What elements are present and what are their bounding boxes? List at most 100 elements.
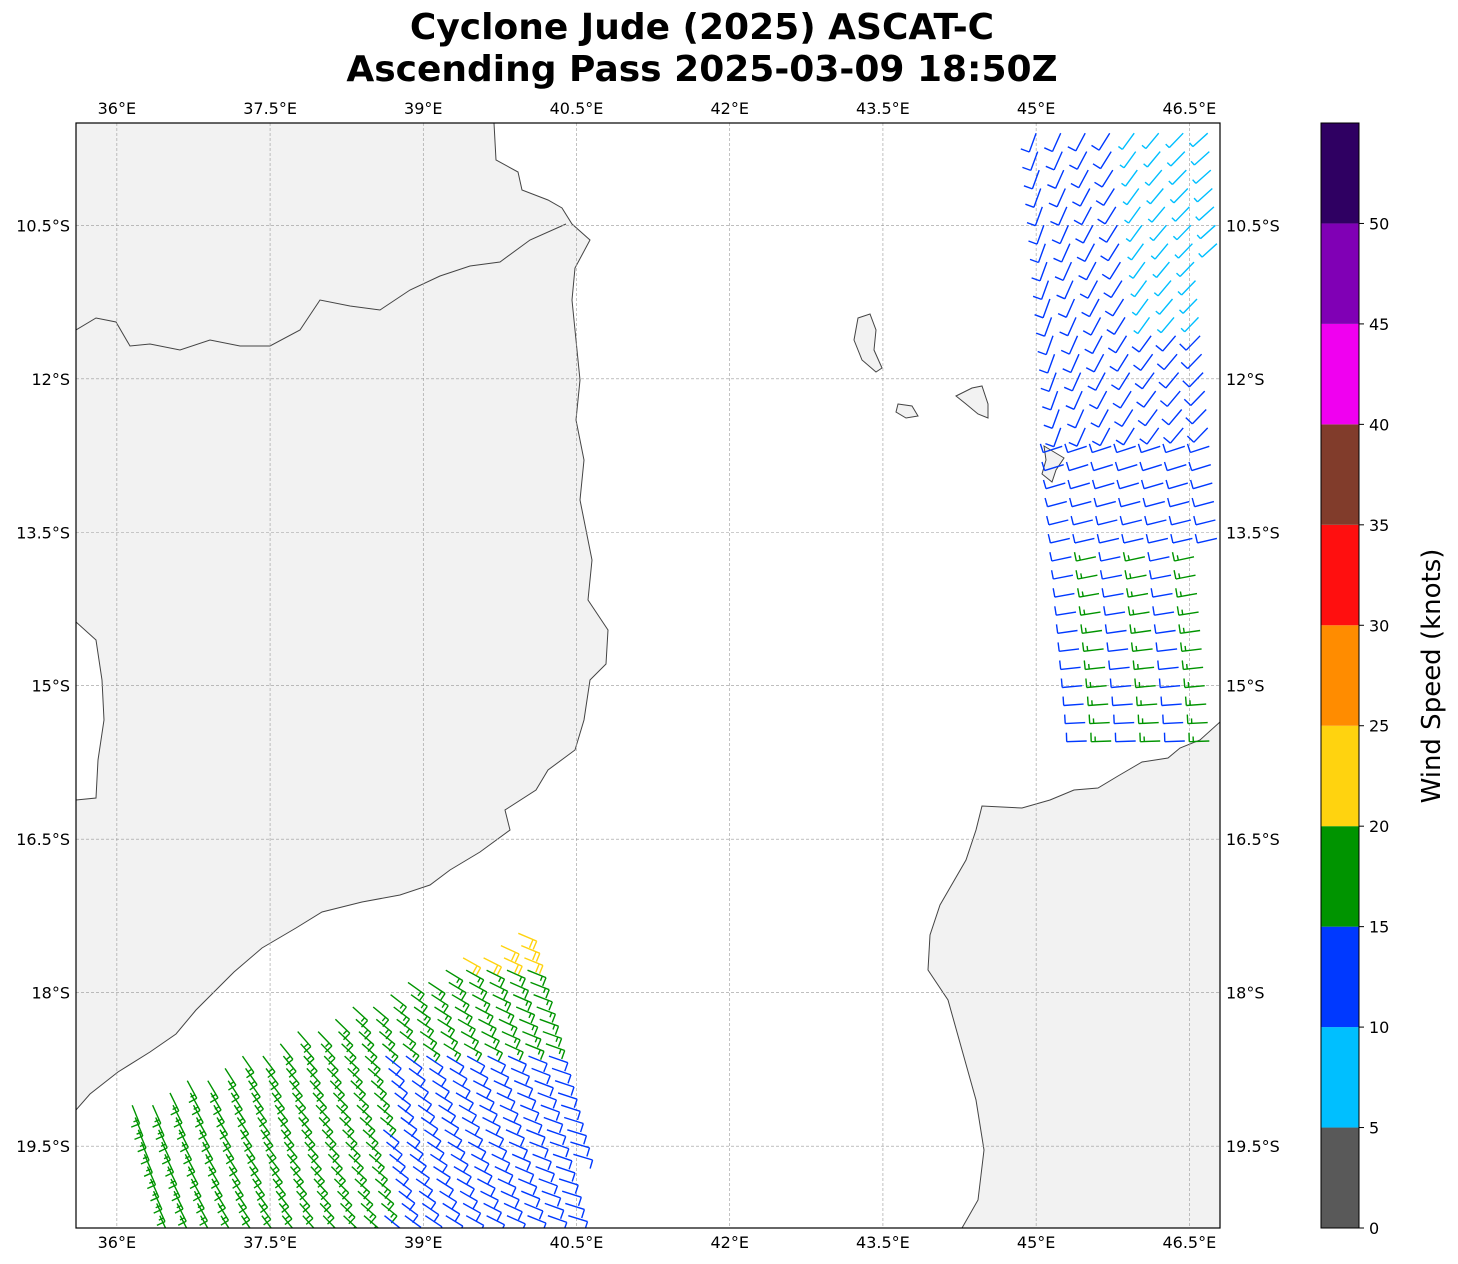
wind-barb bbox=[561, 1190, 582, 1207]
colorbar-frame bbox=[1320, 122, 1360, 1229]
wind-barb bbox=[240, 1215, 251, 1228]
wind-barb bbox=[1062, 696, 1084, 707]
wind-barb bbox=[1065, 732, 1087, 743]
wind-barb bbox=[1091, 479, 1115, 490]
wind-barb bbox=[1050, 206, 1068, 226]
colorbar-bin bbox=[1321, 826, 1359, 927]
wind-barb bbox=[1081, 298, 1100, 318]
lat-tick-label: 16.5°S bbox=[1226, 830, 1280, 849]
wind-barb bbox=[296, 1190, 311, 1213]
wind-barb bbox=[1134, 372, 1155, 390]
wind-barb bbox=[1056, 280, 1074, 300]
wind-barb bbox=[1070, 515, 1093, 526]
wind-barb bbox=[433, 1166, 451, 1186]
wind-barb bbox=[445, 969, 464, 989]
wind-barb bbox=[293, 1178, 308, 1201]
wind-barb bbox=[1070, 169, 1089, 189]
wind-barb bbox=[1130, 280, 1148, 298]
wind-barb bbox=[1169, 188, 1189, 204]
wind-barb bbox=[1166, 151, 1186, 167]
wind-barb bbox=[418, 1190, 437, 1211]
wind-barb bbox=[307, 1153, 322, 1176]
wind-barb bbox=[1069, 497, 1092, 508]
wind-barb bbox=[1065, 461, 1089, 472]
lon-tick-label: 39°E bbox=[404, 99, 442, 118]
wind-barb bbox=[1179, 298, 1198, 314]
wind-barb bbox=[1139, 732, 1161, 743]
wind-barb bbox=[220, 1215, 230, 1228]
wind-barb bbox=[462, 1202, 482, 1222]
wind-barb bbox=[343, 1215, 358, 1228]
wind-barb bbox=[1195, 206, 1215, 221]
wind-barb bbox=[1106, 642, 1129, 652]
wind-barb bbox=[563, 1116, 584, 1133]
wind-barb bbox=[481, 1030, 500, 1050]
wind-barb bbox=[1106, 317, 1126, 335]
wind-barb bbox=[342, 1129, 358, 1151]
wind-barb bbox=[1163, 427, 1184, 444]
wind-barb bbox=[503, 957, 523, 975]
colorbar-bin bbox=[1321, 223, 1359, 324]
wind-barb bbox=[387, 1227, 389, 1228]
wind-barb bbox=[1078, 606, 1101, 616]
wind-barb bbox=[1177, 280, 1197, 296]
anjouan-island bbox=[955, 385, 989, 419]
wind-barb bbox=[1133, 316, 1151, 335]
wind-barb bbox=[344, 1055, 360, 1077]
lon-tick-label: 42°E bbox=[710, 99, 748, 118]
wind-barb bbox=[462, 957, 482, 976]
wind-barb bbox=[1155, 642, 1178, 652]
wind-barb bbox=[423, 1129, 442, 1149]
wind-barb bbox=[424, 1215, 443, 1228]
wind-barb bbox=[1067, 132, 1086, 152]
wind-barb bbox=[1060, 335, 1079, 355]
wind-barb bbox=[279, 1043, 294, 1066]
wind-barb bbox=[567, 1129, 588, 1145]
wind-barb bbox=[1170, 533, 1193, 544]
wind-barb bbox=[511, 1153, 532, 1171]
wind-barb bbox=[1043, 409, 1060, 429]
lon-tick-label: 39°E bbox=[404, 1233, 442, 1252]
colorbar-bin bbox=[1321, 424, 1359, 525]
wind-barb bbox=[195, 1117, 207, 1140]
lat-tick-label: 12°S bbox=[31, 370, 70, 389]
wind-barb bbox=[1109, 678, 1132, 689]
wind-barb bbox=[568, 1215, 589, 1228]
wind-barb bbox=[538, 1178, 559, 1195]
wind-barb bbox=[1182, 372, 1204, 388]
wind-barb bbox=[363, 1215, 380, 1228]
wind-barb bbox=[1092, 151, 1112, 170]
wind-barb bbox=[1165, 479, 1188, 490]
wind-barb bbox=[1104, 624, 1127, 634]
wind-barb bbox=[1082, 317, 1102, 336]
wind-barb bbox=[193, 1190, 205, 1214]
wind-barb bbox=[421, 1202, 440, 1223]
wind-barb bbox=[1137, 409, 1158, 427]
wind-barb bbox=[1103, 280, 1123, 299]
wind-barb bbox=[465, 1215, 485, 1228]
colorbar-bin bbox=[1321, 725, 1359, 827]
wind-barb bbox=[199, 1215, 209, 1228]
wind-barb bbox=[1088, 714, 1110, 725]
wind-barb bbox=[1118, 497, 1141, 508]
wind-barb bbox=[1144, 169, 1163, 186]
wind-barb bbox=[413, 1006, 432, 1027]
wind-barb bbox=[1178, 624, 1201, 634]
wind-barb bbox=[1057, 298, 1076, 318]
wind-barb bbox=[426, 1055, 444, 1076]
wind-barb bbox=[528, 1055, 548, 1073]
lat-tick-label: 13.5°S bbox=[16, 523, 70, 542]
wind-barb bbox=[306, 1067, 321, 1090]
map-frame bbox=[75, 122, 1221, 1229]
lat-tick-label: 15°S bbox=[31, 677, 70, 696]
wind-barb bbox=[298, 1117, 313, 1140]
wind-barb bbox=[506, 969, 526, 987]
wind-barb bbox=[438, 1104, 457, 1124]
wind-barb bbox=[1088, 443, 1112, 454]
wind-barb bbox=[1023, 169, 1040, 190]
wind-barb bbox=[506, 1215, 526, 1228]
wind-barb bbox=[300, 1043, 315, 1066]
wind-barb bbox=[480, 1190, 499, 1209]
wind-barb bbox=[1028, 225, 1045, 245]
wind-barb bbox=[1141, 132, 1160, 150]
